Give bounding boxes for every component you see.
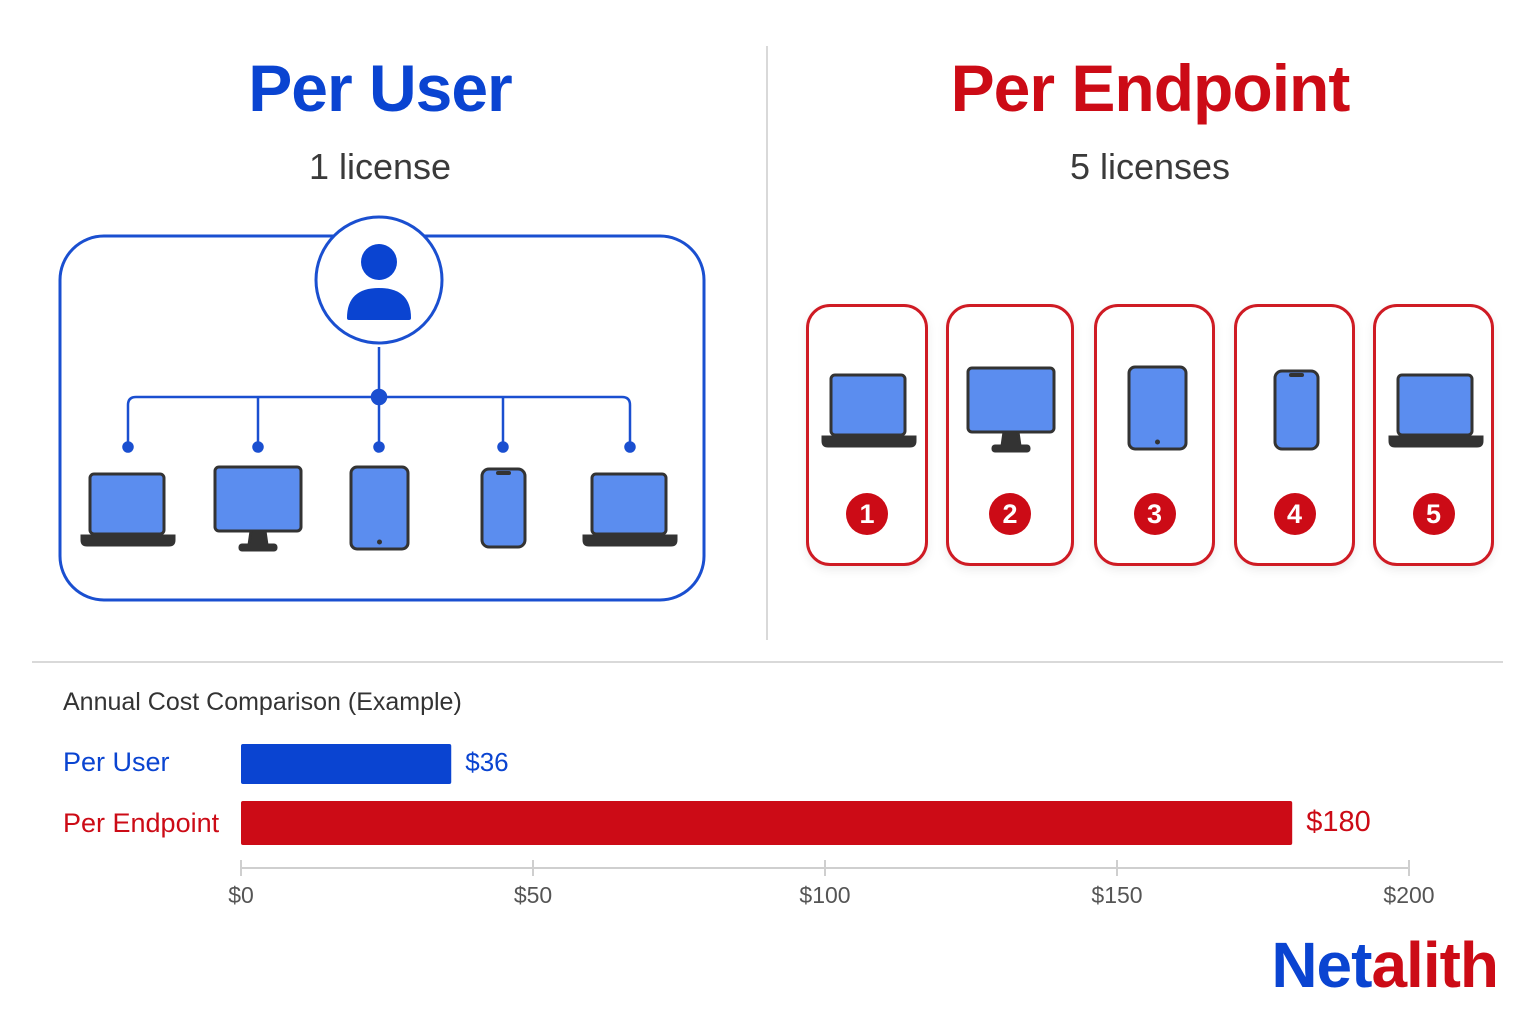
per-user-subtitle: 1 license (308, 146, 452, 187)
endpoint-card: 3 (1094, 304, 1215, 566)
x-tick-label: $150 (1091, 882, 1143, 908)
bar-value-per-endpoint: $180 (1306, 806, 1371, 838)
endpoint-card: 1 (806, 304, 928, 566)
phone-icon (480, 467, 527, 549)
laptop-icon (582, 472, 678, 547)
endpoint-number-badge: 1 (846, 493, 888, 535)
brand-logo: Netalith (1271, 928, 1499, 1002)
endpoint-card: 5 (1373, 304, 1494, 566)
horizontal-divider (32, 661, 1503, 663)
phone-icon (1273, 369, 1320, 451)
bar-per-endpoint (241, 801, 1293, 845)
brand-logo-part2: alith (1371, 929, 1499, 1001)
endpoint-number-badge: 2 (989, 493, 1031, 535)
endpoint-number-badge: 3 (1133, 493, 1176, 535)
monitor-icon (966, 366, 1056, 453)
laptop-icon (80, 472, 176, 547)
monitor-icon (213, 465, 303, 552)
tablet-icon (349, 465, 410, 551)
tablet-icon (1127, 365, 1188, 451)
per-user-diagram (58, 215, 706, 602)
endpoint-card: 2 (946, 304, 1074, 566)
endpoint-number-badge: 5 (1412, 493, 1455, 535)
bar-per-user (241, 744, 452, 784)
category-label-per-endpoint: Per Endpoint (63, 808, 220, 838)
x-axis-ticks (240, 860, 1410, 876)
laptop-icon (821, 373, 917, 448)
per-user-title: Per User (248, 51, 513, 125)
bar-value-per-user: $36 (465, 747, 509, 777)
user-avatar (314, 215, 444, 345)
tree-connectors (122, 347, 636, 453)
laptop-icon (1388, 373, 1484, 448)
per-endpoint-subtitle: 5 licenses (1069, 146, 1231, 187)
x-tick-label: $100 (799, 882, 851, 908)
user-icon (347, 244, 411, 320)
x-tick-label: $200 (1383, 882, 1435, 908)
endpoint-number-badge: 4 (1273, 493, 1316, 535)
x-tick-label: $50 (513, 882, 553, 908)
category-label-per-user: Per User (63, 747, 170, 777)
x-tick-label: $0 (228, 882, 254, 908)
chart-title: Annual Cost Comparison (Example) (63, 688, 462, 716)
per-endpoint-title: Per Endpoint (950, 51, 1351, 125)
endpoint-card: 4 (1234, 304, 1355, 566)
brand-logo-part1: Net (1271, 929, 1372, 1001)
vertical-divider (766, 46, 768, 640)
